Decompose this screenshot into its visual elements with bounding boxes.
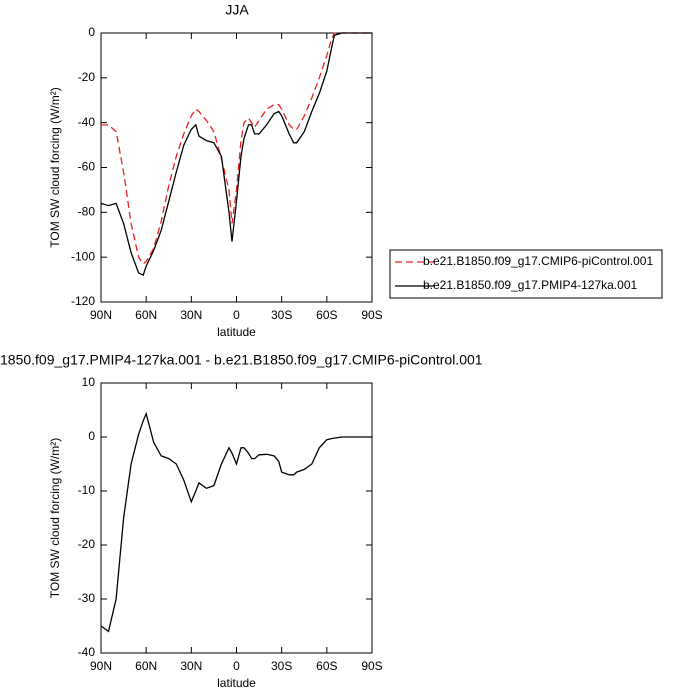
chart-title: 1850.f09_g17.PMIP4-127ka.001 - b.e21.B18… — [0, 352, 483, 368]
y-tick-label: 0 — [88, 429, 95, 443]
y-tick-label: -40 — [78, 115, 96, 129]
y-tick-label: -60 — [78, 160, 96, 174]
y-tick-label: -30 — [78, 591, 96, 605]
x-tick-label: 30N — [180, 308, 202, 322]
x-tick-label: 0 — [233, 659, 240, 673]
y-tick-label: -20 — [78, 537, 96, 551]
data-line — [101, 32, 372, 265]
y-tick-label: -10 — [78, 483, 96, 497]
x-tick-label: 30N — [180, 659, 202, 673]
chart-title: JJA — [225, 2, 249, 18]
y-tick-label: -120 — [71, 294, 95, 308]
x-tick-label: 60S — [316, 659, 337, 673]
x-tick-label: 30S — [271, 659, 292, 673]
x-tick-label: 30S — [271, 308, 292, 322]
data-line — [100, 411, 372, 633]
y-tick-label: -20 — [78, 70, 96, 84]
x-tick-label: 60N — [135, 659, 157, 673]
x-axis-label: latitude — [217, 325, 256, 339]
y-axis-label: TOM SW cloud forcing (W/m²) — [48, 87, 62, 247]
y-tick-label: 10 — [82, 375, 96, 389]
legend-box — [389, 249, 663, 299]
y-tick-label: -80 — [78, 205, 96, 219]
x-axis-label: latitude — [217, 676, 256, 690]
data-line — [100, 32, 372, 277]
y-axis-label: TOM SW cloud forcing (W/m²) — [48, 438, 62, 598]
x-tick-label: 90N — [90, 659, 112, 673]
x-tick-label: 60S — [316, 308, 337, 322]
x-tick-label: 90S — [361, 659, 382, 673]
y-tick-label: 0 — [88, 25, 95, 39]
y-tick-label: -100 — [71, 249, 95, 263]
plot-frame — [100, 32, 373, 303]
x-tick-label: 90S — [361, 308, 382, 322]
legend-label: b.e21.B1850.f09_g17.CMIP6-piControl.001 — [423, 254, 653, 268]
legend-label: b.e21.B1850.f09_g17.PMIP4-127ka.001 — [423, 278, 637, 292]
x-tick-label: 0 — [233, 308, 240, 322]
x-tick-label: 90N — [90, 308, 112, 322]
x-tick-label: 60N — [135, 308, 157, 322]
y-tick-label: -40 — [78, 645, 96, 659]
